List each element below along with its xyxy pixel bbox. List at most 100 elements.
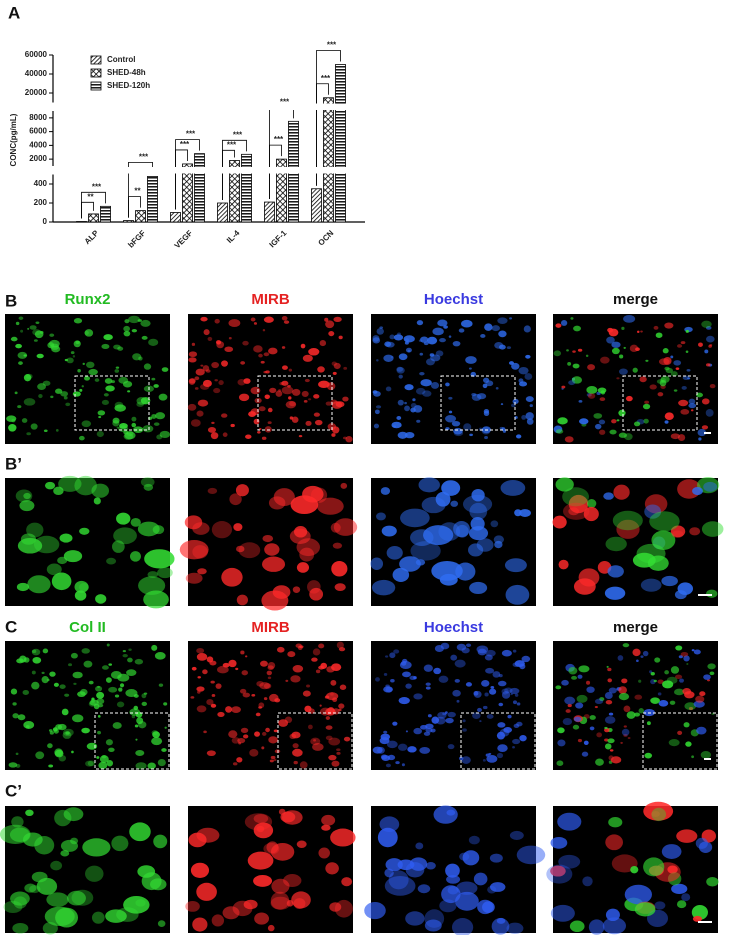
cell	[664, 670, 669, 675]
cell	[36, 353, 44, 359]
cell	[25, 809, 34, 817]
cell	[402, 671, 411, 678]
cell	[141, 701, 148, 706]
cell	[634, 902, 656, 917]
cell	[53, 682, 59, 687]
cell	[35, 321, 40, 324]
cell	[336, 748, 341, 752]
cell	[439, 337, 446, 343]
cell	[604, 691, 613, 700]
cell	[32, 656, 42, 664]
cell	[303, 400, 308, 403]
cell	[400, 508, 430, 528]
cell	[211, 361, 220, 369]
cell	[371, 579, 396, 596]
cell	[81, 385, 84, 388]
cell	[487, 885, 497, 894]
cell	[332, 542, 343, 549]
bar	[170, 212, 181, 223]
cell	[427, 336, 438, 345]
cell	[665, 367, 673, 374]
cell	[49, 671, 56, 677]
cell	[455, 562, 476, 581]
cell	[644, 400, 650, 404]
cell	[688, 403, 697, 409]
cell	[664, 366, 670, 371]
cell	[399, 556, 421, 572]
cell	[188, 357, 197, 363]
cell	[448, 396, 453, 400]
cell	[343, 736, 351, 742]
cell	[157, 920, 166, 928]
cell	[486, 754, 498, 763]
cell	[74, 590, 87, 601]
cell	[677, 730, 683, 736]
cell	[71, 750, 74, 754]
cell	[332, 697, 338, 702]
cell	[96, 430, 104, 438]
cell	[320, 662, 328, 669]
cell	[557, 739, 566, 747]
inset-box	[277, 712, 353, 770]
cell	[679, 678, 684, 683]
cell	[267, 924, 275, 932]
cell	[629, 344, 639, 353]
cell	[261, 436, 267, 440]
cell	[392, 721, 398, 726]
cell	[206, 750, 216, 757]
cell	[325, 320, 335, 329]
cell	[462, 850, 480, 866]
bar	[311, 188, 322, 223]
cell	[553, 350, 562, 357]
cell	[297, 645, 303, 651]
cell	[319, 339, 327, 347]
cell	[136, 717, 144, 725]
cell	[649, 670, 653, 674]
cell	[114, 404, 126, 412]
cell	[51, 572, 72, 591]
cell	[610, 756, 622, 764]
cell	[425, 862, 436, 870]
cell	[651, 807, 667, 822]
cell	[384, 868, 394, 878]
cell	[705, 408, 714, 417]
cell	[242, 692, 251, 698]
cell	[332, 371, 337, 375]
cell	[588, 919, 605, 935]
cell	[157, 758, 166, 767]
cell	[264, 394, 270, 400]
bar	[147, 175, 158, 223]
cell	[484, 323, 493, 331]
cell	[556, 760, 564, 766]
cell	[594, 423, 602, 430]
cell	[644, 494, 668, 514]
cell	[404, 405, 410, 412]
cell	[383, 673, 388, 676]
cell	[20, 329, 24, 333]
cell	[250, 317, 256, 322]
cell	[706, 335, 715, 343]
cell	[113, 344, 121, 350]
cell	[97, 410, 106, 416]
cell	[331, 433, 336, 437]
cell	[686, 662, 689, 666]
cell	[469, 502, 488, 520]
cell	[462, 728, 467, 732]
cell	[512, 738, 521, 745]
cell	[221, 360, 228, 367]
cell	[446, 809, 456, 816]
cell	[31, 649, 37, 654]
cell	[594, 698, 604, 705]
cell	[313, 394, 320, 399]
cell	[112, 420, 120, 427]
cell	[268, 347, 278, 355]
cell	[643, 801, 674, 821]
cell	[41, 671, 45, 675]
cell	[471, 393, 482, 401]
cell	[184, 515, 203, 530]
cell	[458, 756, 464, 761]
cell	[333, 362, 341, 370]
cell	[185, 900, 200, 912]
cell	[230, 423, 235, 428]
x-tick-label: ALP	[83, 228, 101, 246]
